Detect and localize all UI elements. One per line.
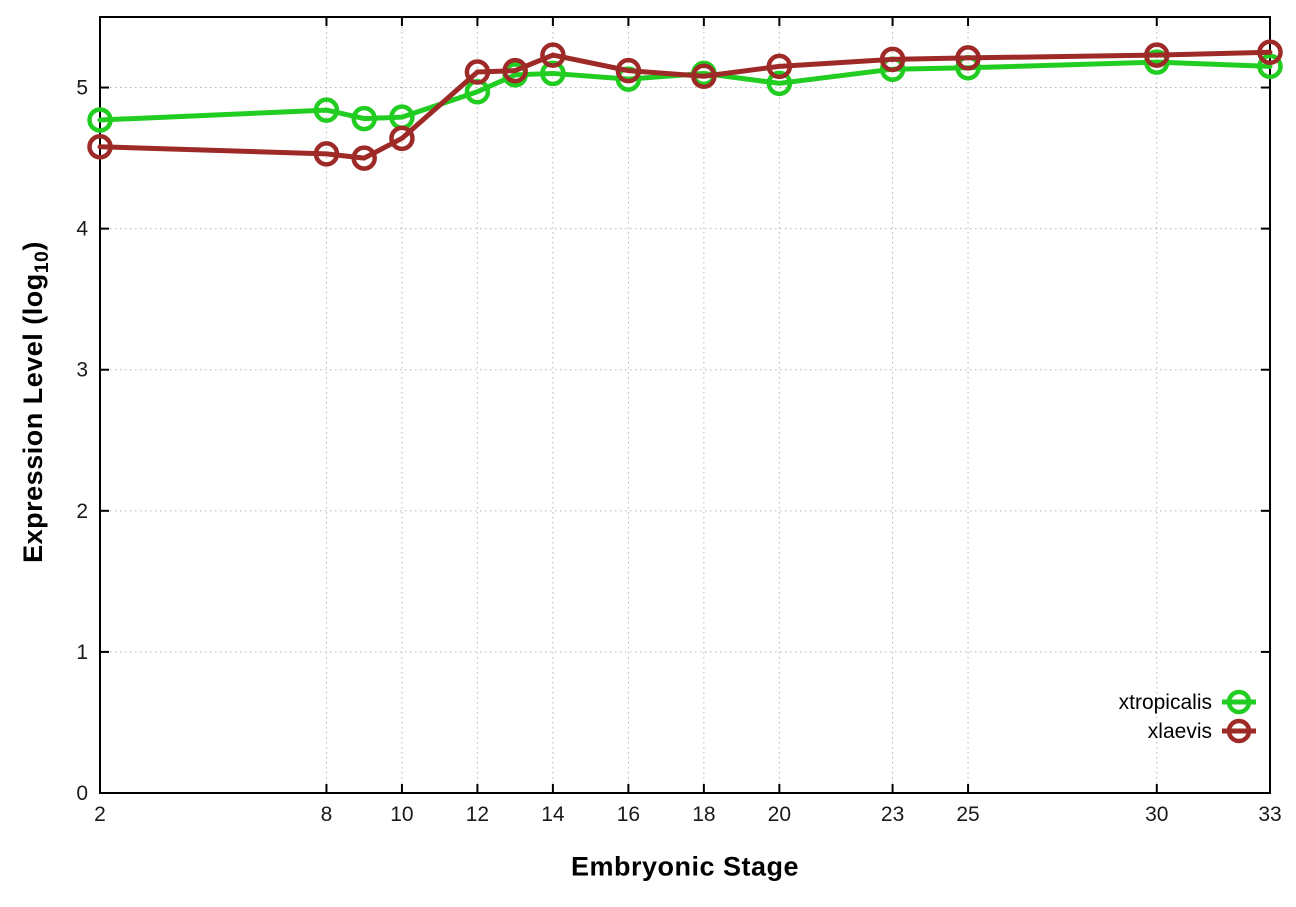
legend-label-xtropicalis: xtropicalis xyxy=(1119,691,1212,714)
data-point-xlaevis xyxy=(1144,42,1170,68)
y-tick-label: 2 xyxy=(76,500,88,523)
y-tick-label: 4 xyxy=(76,218,88,241)
x-tick-label: 20 xyxy=(768,803,791,826)
x-tick-label: 25 xyxy=(956,803,979,826)
x-axis-title-text: Embryonic Stage xyxy=(570,851,800,882)
y-tick-label: 5 xyxy=(76,77,88,100)
data-point-xlaevis xyxy=(955,45,981,71)
data-point-xlaevis xyxy=(766,53,793,80)
x-tick-label: 23 xyxy=(881,803,904,826)
data-point-xtropicalis xyxy=(1257,53,1283,80)
y-axis-title: Expression Level (log10) xyxy=(18,241,54,563)
data-point-xtropicalis xyxy=(87,107,113,133)
x-tick-label: 8 xyxy=(321,803,333,826)
data-point-xlaevis xyxy=(389,125,415,152)
legend-label-xlaevis: xlaevis xyxy=(1148,720,1212,743)
data-point-xtropicalis xyxy=(766,70,793,97)
legend-marker-xtropicalis xyxy=(1226,689,1252,715)
data-point-xlaevis xyxy=(87,134,113,160)
data-point-xtropicalis xyxy=(313,97,340,123)
y-tick-label: 3 xyxy=(76,359,88,382)
legend-marker-xlaevis xyxy=(1226,718,1252,744)
data-point-xlaevis xyxy=(615,57,642,84)
y-tick-label: 1 xyxy=(76,641,88,664)
data-point-xlaevis xyxy=(464,59,491,85)
x-tick-label: 16 xyxy=(617,803,640,826)
data-point-xlaevis xyxy=(351,145,377,171)
data-point-xlaevis xyxy=(540,42,566,68)
x-axis-title: Embryonic Stage xyxy=(571,852,799,883)
series-line-xlaevis xyxy=(97,49,1273,161)
plot-border xyxy=(99,16,1271,794)
y-tick-label: 0 xyxy=(76,782,88,805)
y-axis-title-prefix: Expression Level (log xyxy=(17,273,48,563)
data-point-xlaevis xyxy=(502,57,528,84)
x-tick-label: 14 xyxy=(541,803,565,826)
data-point-xlaevis xyxy=(313,141,340,167)
data-point-xlaevis xyxy=(879,46,906,73)
x-tick-label: 2 xyxy=(94,803,106,826)
y-axis-title-subscript: 10 xyxy=(31,250,54,274)
data-point-xtropicalis xyxy=(540,60,566,87)
data-point-xlaevis xyxy=(691,63,717,90)
x-tick-label: 18 xyxy=(692,803,715,826)
x-tick-label: 12 xyxy=(466,803,489,826)
data-point-xtropicalis xyxy=(351,105,377,132)
x-tick-label: 33 xyxy=(1258,803,1281,826)
y-axis-title-suffix: ) xyxy=(17,241,48,251)
x-tick-label: 10 xyxy=(390,803,413,826)
data-point-xlaevis xyxy=(1257,39,1283,66)
x-tick-label: 30 xyxy=(1145,803,1168,826)
series-line-xtropicalis xyxy=(97,59,1273,123)
